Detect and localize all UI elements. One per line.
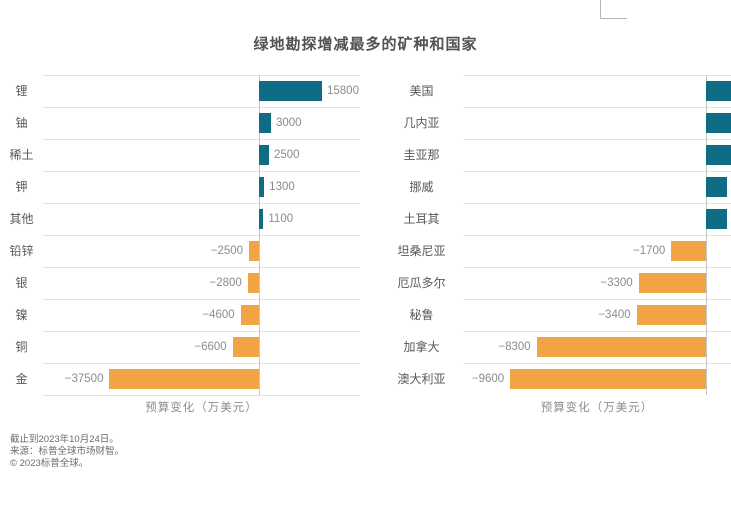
category-label: 金	[15, 372, 28, 386]
gridline	[43, 235, 360, 236]
bar	[259, 145, 269, 165]
minerals-category-labels: 锂铀稀土钾其他铅锌银镍铜金	[0, 75, 43, 395]
value-label: 1100	[268, 213, 294, 225]
gridline	[463, 75, 731, 76]
bar	[636, 305, 706, 325]
category-label: 镍	[15, 308, 28, 322]
value-label: −8300	[498, 341, 531, 353]
bar	[247, 273, 259, 293]
category-label: 稀土	[9, 148, 34, 162]
gridline	[463, 203, 731, 204]
value-label: 2500	[273, 149, 300, 161]
gridline	[43, 139, 360, 140]
bar	[706, 177, 728, 197]
gridline	[43, 299, 360, 300]
category-label: 挪威	[409, 180, 434, 194]
gridline	[463, 267, 731, 268]
category-label: 澳大利亚	[397, 372, 446, 386]
category-label: 银	[15, 276, 28, 290]
bar	[706, 145, 731, 165]
gridline	[463, 363, 731, 364]
category-label: 秘鲁	[409, 308, 434, 322]
category-label: 钾	[15, 180, 28, 194]
value-label: −6600	[194, 341, 227, 353]
gridline	[43, 171, 360, 172]
gridline	[463, 171, 731, 172]
category-label: 圭亚那	[403, 148, 440, 162]
value-label: −2500	[210, 245, 244, 257]
category-label: 铅锌	[9, 244, 34, 258]
partial-window-corner	[600, 0, 627, 19]
value-label: 15800	[327, 85, 359, 97]
footer-asof-date: 截止到2023年10月24日。	[10, 434, 119, 445]
category-label: 其他	[9, 212, 34, 226]
footer-source: 来源：标普全球市场财智。	[10, 446, 125, 457]
gridline	[43, 107, 360, 108]
category-label: 土耳其	[403, 212, 440, 226]
gridline	[43, 395, 360, 396]
value-label: −4600	[202, 309, 235, 321]
gridline	[463, 235, 731, 236]
gridline	[43, 203, 360, 204]
category-label: 坦桑尼亚	[397, 244, 446, 258]
bar	[638, 273, 706, 293]
gridline	[43, 363, 360, 364]
gridline	[463, 107, 731, 108]
footer-copyright: © 2023标普全球。	[10, 458, 89, 469]
source-footer: 截止到2023年10月24日。 来源：标普全球市场财智。 © 2023标普全球。	[10, 434, 124, 470]
bar	[249, 241, 259, 261]
bar	[510, 369, 706, 389]
value-label: 3000	[275, 117, 302, 129]
gridline	[43, 75, 360, 76]
gridline	[463, 299, 731, 300]
bar	[232, 337, 259, 357]
value-label: −3400	[598, 309, 631, 321]
bar	[259, 177, 265, 197]
bar	[671, 241, 706, 261]
chart-title: 绿地勘探增减最多的矿种和国家	[253, 36, 478, 53]
value-label: −9600	[471, 373, 505, 385]
category-label: 铜	[15, 340, 28, 354]
category-label: 铀	[15, 116, 28, 130]
gridline	[43, 267, 360, 268]
bar	[706, 209, 727, 229]
value-label: 1300	[269, 181, 295, 193]
bar	[259, 113, 271, 133]
gridline	[463, 331, 731, 332]
countries-bar-plot: −1700 −3300 −3400 −8300 −9600	[463, 75, 731, 395]
category-label: 厄瓜多尔	[397, 276, 446, 290]
category-label: 加拿大	[403, 340, 440, 354]
bar	[259, 81, 322, 101]
zero-baseline	[259, 75, 260, 395]
x-axis-label-minerals: 预算变化（万美元）	[145, 402, 258, 414]
value-label: −3300	[600, 277, 633, 289]
bar	[536, 337, 706, 357]
bar	[240, 305, 259, 325]
category-label: 美国	[409, 84, 434, 98]
bar	[706, 113, 731, 133]
zero-baseline	[706, 75, 707, 395]
category-label: 几内亚	[403, 116, 440, 130]
value-label: −1700	[633, 245, 666, 257]
bar	[259, 209, 264, 229]
value-label: −2800	[209, 277, 242, 289]
bar	[109, 369, 259, 389]
category-label: 锂	[15, 84, 28, 98]
minerals-bar-plot: 15800 3000 2500 1300 1100 −2500 −2800 −4600 −660…	[43, 75, 360, 396]
value-label: −37500	[64, 373, 104, 385]
gridline	[463, 139, 731, 140]
x-axis-label-countries: 预算变化（万美元）	[540, 402, 654, 414]
bar	[706, 81, 731, 101]
gridline	[43, 331, 360, 332]
countries-category-labels: 美国几内亚圭亚那挪威土耳其坦桑尼亚厄瓜多尔秘鲁加拿大澳大利亚	[380, 75, 463, 395]
